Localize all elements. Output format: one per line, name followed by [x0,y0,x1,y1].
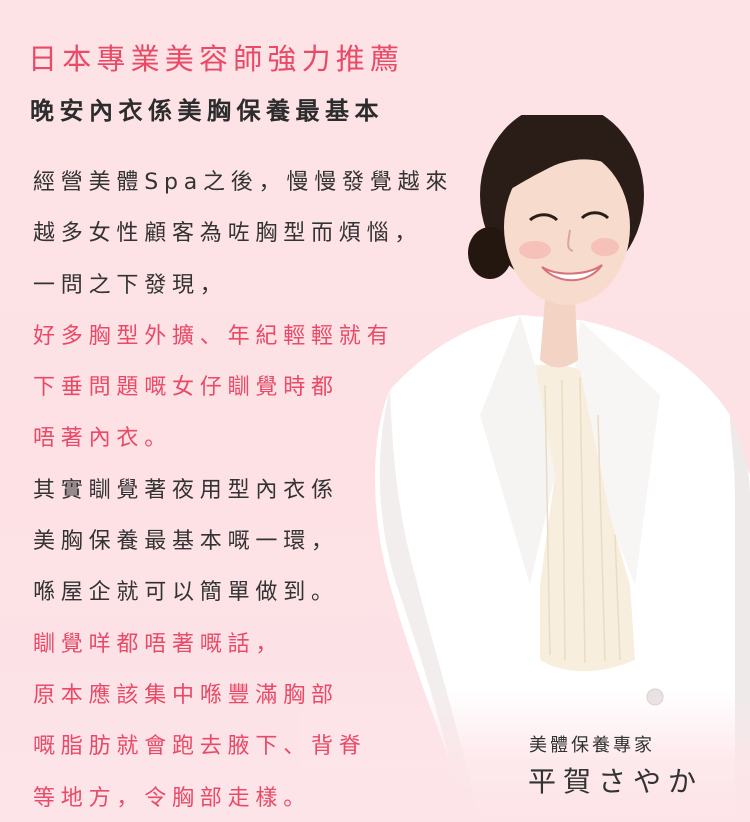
cream-blouse [535,365,635,672]
body-line-highlight: 嘅脂肪就會跑去腋下、背脊 [33,734,367,760]
body-line-highlight: 瞓覺咩都唔著嘅話， [33,631,284,657]
hair-bun [468,227,512,279]
body-line-highlight: 好多胸型外擴、年紀輕輕就有 [33,323,395,349]
body-line: 一問之下發現， [33,272,228,298]
body-line: 美胸保養最基本嘅一環， [33,529,339,555]
subheadline: 晚安內衣係美胸保養最基本 [30,97,384,125]
body-line-highlight: 下垂問題嘅女仔瞓覺時都 [33,375,339,401]
expert-name: 平賀さやか [528,765,704,798]
body-line: 其實瞓覺著夜用型內衣係 [33,477,339,503]
headline: 日本專業美容師強力推薦 [28,42,405,76]
expert-role: 美體保養專家 [529,735,655,756]
body-line-highlight: 唔著內衣。 [33,426,173,452]
smile [541,264,603,282]
body-text: 經營美體Spa之後，慢慢發覺越來 越多女性顧客為咗胸型而煩惱， 一問之下發現， … [33,166,453,822]
body-line: 喺屋企就可以簡單做到。 [33,580,339,606]
body-line-highlight: 原本應該集中喺豐滿胸部 [33,682,339,708]
bottom-fade [300,690,750,822]
face [504,149,630,305]
body-line: 越多女性顧客為咗胸型而煩惱， [33,221,423,247]
body-line-highlight: 等地方，令胸部走樣。 [33,785,312,811]
body-line: 經營美體Spa之後，慢慢發覺越來 [33,170,454,195]
